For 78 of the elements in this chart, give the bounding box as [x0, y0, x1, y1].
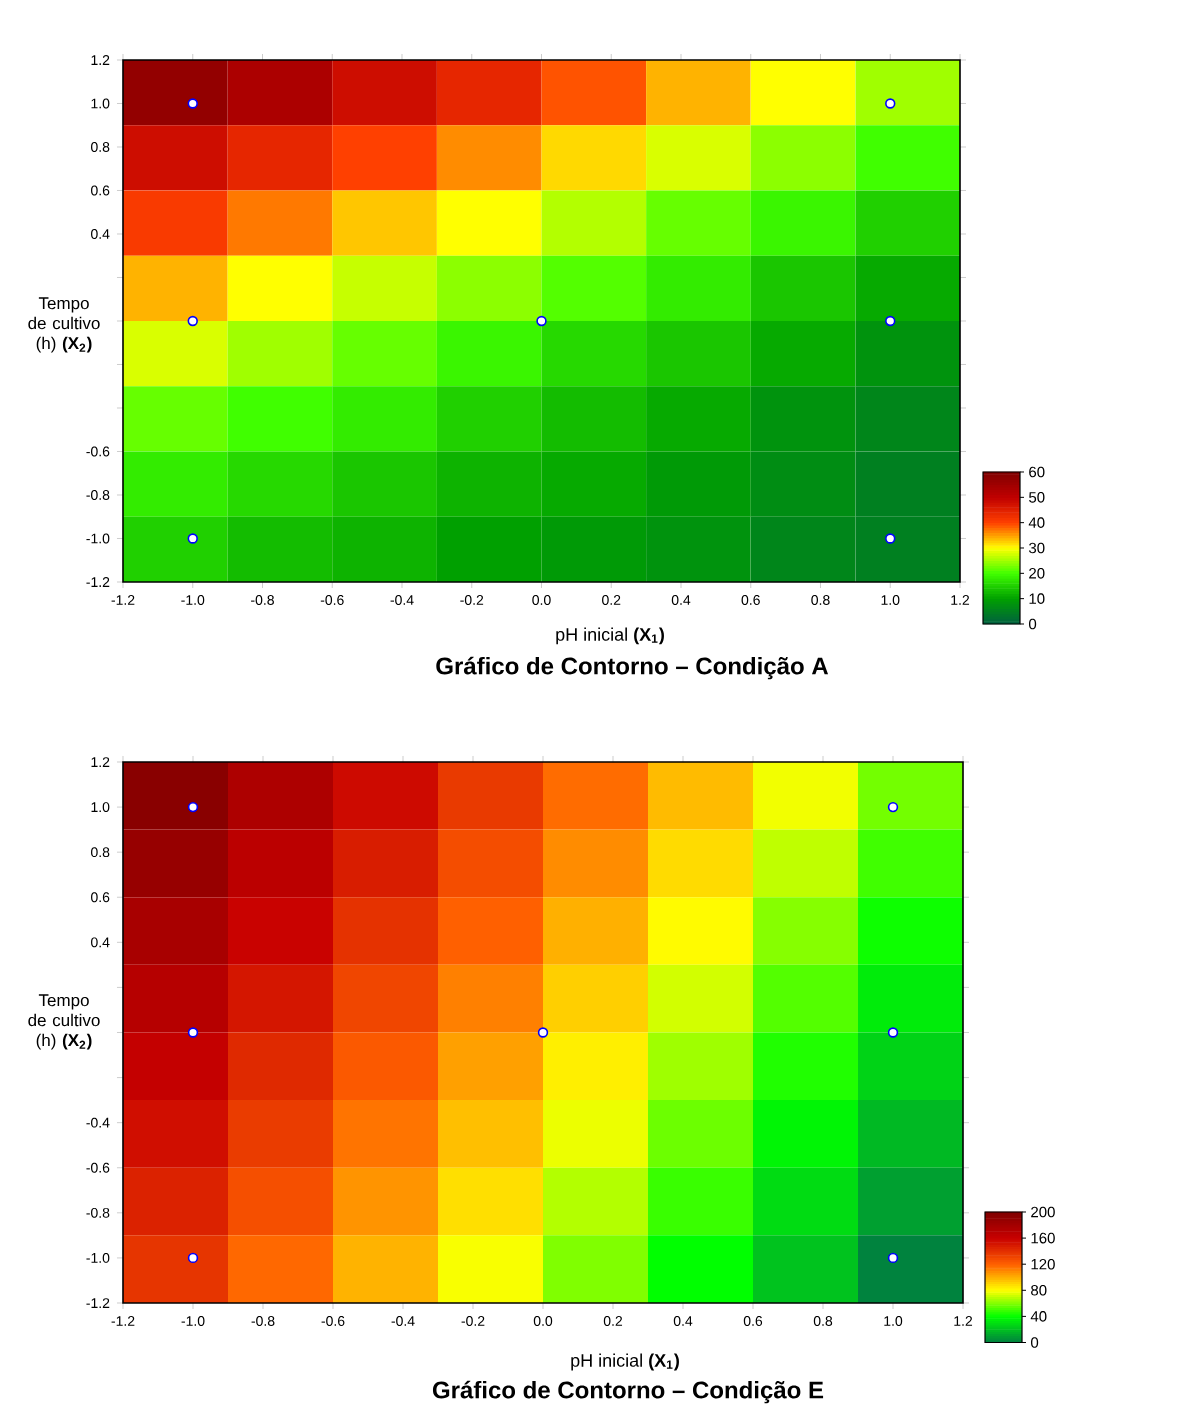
text: Gráfico de Contorno – Condição E	[432, 1380, 824, 1404]
x-tick-label: -0.4	[390, 595, 414, 605]
y-tick-label: 0.4	[91, 937, 110, 948]
point	[537, 1027, 549, 1038]
color-bar-label: 40	[1030, 1311, 1047, 1322]
text: Tempo de cultivo (h) (X$_{2}$)	[28, 297, 100, 353]
x-tick-label: 0.2	[603, 1316, 623, 1326]
x-tick-label: -1.2	[111, 595, 135, 605]
point	[887, 1252, 899, 1264]
x-tick-label: 0.8	[813, 1316, 833, 1326]
point	[536, 315, 547, 327]
color-bar-label: 160	[1031, 1232, 1055, 1244]
x-tick-label: -0.2	[461, 1316, 485, 1326]
color-bar-label: 120	[1031, 1258, 1055, 1270]
y-tick-label: 1.2	[91, 55, 110, 65]
y-tick-label: -0.4	[86, 1117, 110, 1128]
point	[885, 533, 896, 544]
point	[187, 533, 198, 544]
x-tick-label: 1.0	[881, 595, 900, 605]
point	[187, 801, 199, 813]
x-tick-label: 1.2	[954, 1316, 973, 1326]
point	[187, 1027, 199, 1038]
point	[887, 801, 899, 813]
color-bar-label: 0	[1031, 1337, 1039, 1348]
y-tick-label: -0.6	[86, 446, 110, 457]
y-tick-label: 0.8	[91, 142, 110, 152]
y-tick-label: -0.6	[86, 1162, 110, 1173]
text: pH inicial (X$_{1}$)	[571, 1353, 679, 1371]
x-tick-label: -0.8	[251, 1316, 275, 1326]
y-tick-label: -0.8	[86, 490, 110, 500]
y-tick-label: 1.0	[91, 802, 110, 813]
y-tick-label: 0.8	[91, 847, 110, 858]
x-tick-label: -0.6	[320, 595, 344, 605]
color-bar-label: 0	[1029, 618, 1037, 630]
x-tick-label: -0.2	[460, 595, 484, 605]
y-tick-label: 0.6	[91, 892, 110, 903]
y-tick-label: 0.4	[91, 229, 110, 239]
color-bar-label: 30	[1028, 542, 1045, 554]
y-tick-label: 0.6	[91, 185, 110, 196]
color-bar-label: 50	[1029, 492, 1045, 503]
point	[887, 1027, 899, 1038]
x-tick-label: -1.2	[111, 1316, 135, 1326]
x-tick-label: 1.2	[951, 595, 970, 605]
x-tick-label: -0.6	[321, 1316, 345, 1326]
text: Gráfico de Contorno – Condição A	[436, 656, 829, 680]
y-tick-label: -1.2	[86, 577, 110, 587]
y-tick-label: 1.2	[91, 757, 110, 767]
x-tick-label: 0.6	[741, 595, 760, 605]
color-bar-label: 80	[1031, 1284, 1047, 1296]
x-tick-label: -0.4	[391, 1316, 415, 1326]
text: pH inicial (X$_{1}$)	[556, 627, 664, 645]
x-tick-label: 0.4	[671, 595, 691, 605]
x-tick-label: -1.0	[181, 1316, 205, 1326]
x-tick-label: 0.2	[602, 595, 621, 605]
y-tick-label: -0.8	[86, 1207, 110, 1218]
color-bar-label: 10	[1029, 593, 1045, 604]
y-tick-label: -1.2	[86, 1298, 110, 1308]
x-tick-label: 0.4	[673, 1316, 693, 1326]
x-tick-label: 0.0	[532, 595, 551, 605]
y-tick-label: 1.0	[91, 98, 110, 109]
color-bar-label: 40	[1028, 517, 1045, 528]
point	[885, 98, 896, 109]
y-tick-label: -1.0	[86, 533, 110, 544]
x-tick-label: -0.8	[251, 595, 274, 605]
x-tick-label: -1.0	[181, 595, 205, 605]
point	[885, 315, 896, 327]
point	[187, 98, 198, 109]
x-tick-label: 0.6	[743, 1316, 763, 1326]
point	[187, 315, 198, 327]
x-tick-label: 0.0	[533, 1316, 553, 1326]
x-tick-label: 1.0	[884, 1316, 903, 1326]
color-bar-label: 20	[1029, 568, 1045, 579]
x-tick-label: 0.8	[811, 595, 830, 605]
point	[187, 1252, 199, 1264]
color-bar-label: 60	[1029, 466, 1045, 478]
text: Tempo de cultivo (h) (X$_{2}$)	[28, 994, 100, 1050]
color-bar-label: 200	[1031, 1206, 1055, 1218]
y-tick-label: -1.0	[86, 1252, 110, 1263]
